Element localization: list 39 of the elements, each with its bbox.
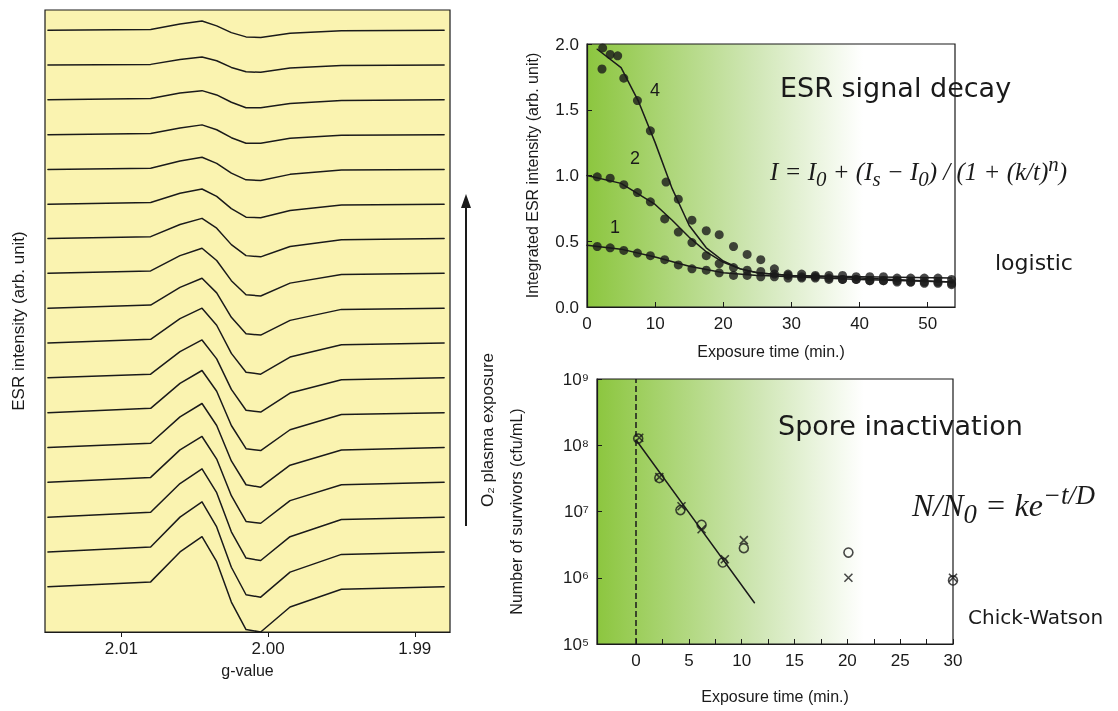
- annotation: 1: [610, 216, 621, 238]
- text: Chick-Watson: [968, 605, 1104, 629]
- text: I = I$_{0}$ + (I$_{s}$ − I$_{0}$) / (1 + (k/t)$^{n}$): [770, 152, 1068, 192]
- y-axis-title: Number of survivors (cfu/mL): [507, 408, 525, 615]
- x-tick-label: 10: [645, 314, 665, 333]
- y-tick-label: 0.0: [555, 297, 579, 317]
- y-tick-label: 2.0: [555, 34, 579, 54]
- y-tick-label: 0.5: [555, 231, 579, 251]
- annotation: 2: [630, 147, 641, 169]
- x-axis-title: g-value: [221, 661, 274, 679]
- y-tick-label: 10⁵: [563, 634, 589, 654]
- y-axis-title: ESR intensity (arb. unit): [8, 231, 29, 411]
- x-tick-label: 0: [582, 314, 592, 333]
- y-tick-label: 10⁸: [562, 435, 589, 455]
- text: O₂ plasma exposure: [478, 352, 498, 508]
- x-tick-label: 15: [785, 651, 804, 670]
- y-tick-label: 10⁹: [562, 369, 589, 389]
- x-axis-title: Exposure time (min.): [701, 687, 849, 705]
- x-tick-label: 1.99: [398, 639, 432, 658]
- x-axis-title: Exposure time (min.): [697, 342, 845, 360]
- x-tick-label: 20: [837, 651, 857, 670]
- x-tick-label: 40: [850, 314, 870, 333]
- text: logistic: [995, 250, 1073, 275]
- x-tick-label: 10: [732, 651, 752, 670]
- x-tick-label: 30: [943, 651, 963, 670]
- x-tick-label: 5: [684, 651, 694, 670]
- x-tick-label: 25: [890, 651, 910, 670]
- y-axis-title: Integrated ESR intensity (arb. unit): [523, 52, 541, 299]
- x-tick-label: 2.01: [104, 639, 138, 658]
- annotation: 4: [650, 79, 661, 101]
- x-tick-label: 0: [631, 651, 641, 670]
- y-tick-label: 10⁶: [563, 568, 589, 588]
- x-tick-label: 50: [918, 314, 938, 333]
- x-tick-label: 2.00: [251, 639, 285, 658]
- y-tick-label: 1.5: [555, 100, 579, 120]
- y-tick-label: 1.0: [555, 166, 579, 185]
- x-tick-label: 20: [713, 314, 733, 333]
- y-tick-label: 10⁷: [563, 502, 589, 521]
- x-tick-label: 30: [781, 314, 801, 333]
